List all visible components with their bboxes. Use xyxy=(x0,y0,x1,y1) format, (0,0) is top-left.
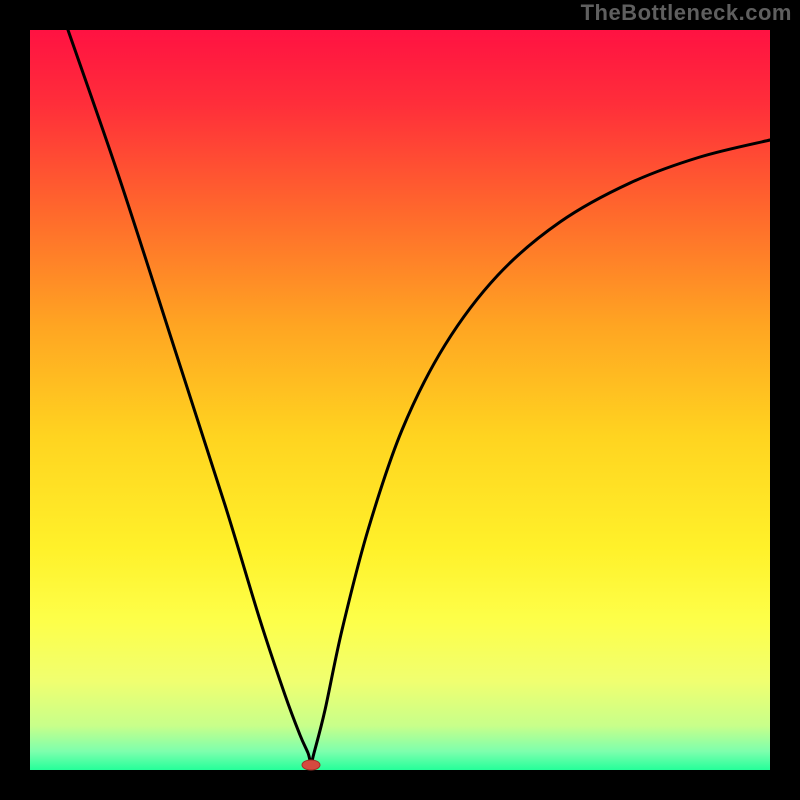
figure-root: TheBottleneck.com xyxy=(0,0,800,800)
curve-layer xyxy=(0,0,800,800)
valley-marker xyxy=(302,760,320,770)
watermark-text: TheBottleneck.com xyxy=(581,0,792,26)
bottleneck-curve xyxy=(68,30,770,763)
